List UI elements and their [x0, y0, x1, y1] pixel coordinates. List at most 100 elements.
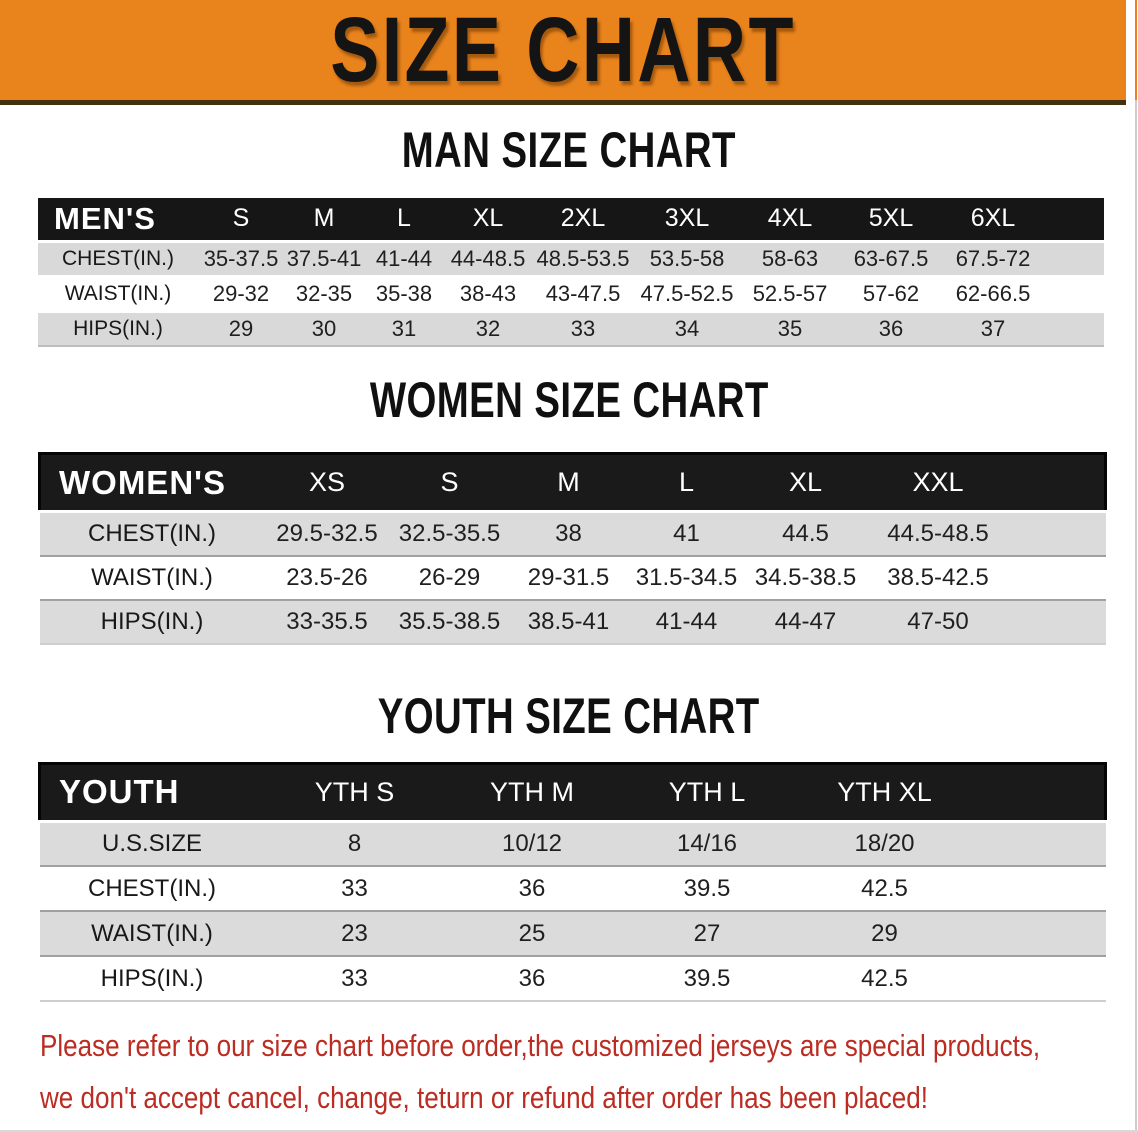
size-value: 37.5-41	[286, 245, 362, 271]
women-chest-row: CHEST(IN.) 29.5-32.5 32.5-35.5 38 41 44.…	[39, 511, 1106, 556]
women-section-heading: WOMEN SIZE CHART	[0, 373, 1138, 429]
size-value: 23	[341, 919, 368, 947]
men-header-row: MEN'S S M L XL 2XL 3XL 4XL 5XL 6XL	[38, 198, 1104, 241]
women-size-table: WOMEN'S XS S M L XL XXL CHEST(IN.) 29.5-…	[38, 452, 1107, 645]
size-value: 57-62	[862, 280, 920, 306]
disclaimer: Please refer to our size chart before or…	[40, 1026, 1138, 1119]
size-value: 63-67.5	[853, 245, 929, 271]
women-size-section: WOMEN SIZE CHART WOMEN'S XS S M L XL XXL	[0, 373, 1138, 645]
youth-ussize-row: U.S.SIZE 8 10/12 14/16 18/20	[39, 821, 1106, 866]
size-value: 25	[518, 919, 546, 947]
size-value: 34	[674, 315, 700, 341]
size-value: 10/12	[501, 829, 563, 857]
size-value: 35	[777, 315, 803, 341]
size-value: 48.5-53.5	[536, 245, 630, 271]
youth-corner-label: YOUTH	[59, 773, 180, 810]
spacer-cell	[1011, 600, 1106, 644]
size-value: 32.5-35.5	[398, 519, 501, 547]
size-value: 44-47	[774, 607, 837, 635]
size-col-header: YTH L	[668, 776, 746, 807]
row-label: WAIST(IN.)	[64, 281, 172, 305]
size-value: 41-44	[375, 245, 433, 271]
row-label: CHEST(IN.)	[62, 246, 174, 270]
photo-bottom-edge-line	[0, 1130, 1138, 1132]
size-value: 32-35	[295, 280, 353, 306]
size-value: 31.5-34.5	[635, 563, 738, 591]
size-value: 41	[673, 519, 700, 547]
size-col-header: M	[313, 204, 335, 233]
photo-right-edge-line	[1135, 0, 1137, 1132]
row-label: U.S.SIZE	[101, 829, 203, 857]
women-corner-label: WOMEN'S	[59, 463, 227, 501]
spacer-cell	[975, 956, 1106, 1001]
size-value: 43-47.5	[545, 280, 621, 306]
size-value: 37	[980, 315, 1006, 341]
size-value: 29	[228, 315, 254, 341]
size-value: 35-37.5	[203, 245, 279, 271]
size-value: 58-63	[761, 245, 819, 271]
size-value: 29	[871, 919, 898, 947]
spacer-cell	[1011, 454, 1106, 512]
size-value: 53.5-58	[649, 245, 725, 271]
size-value: 39.5	[683, 964, 731, 992]
spacer-cell	[975, 866, 1106, 911]
disclaimer-line-1: Please refer to our size chart before or…	[40, 1028, 1041, 1063]
man-size-section: MAN SIZE CHART MEN'S S M L XL 2XL 3XL 4X…	[0, 123, 1138, 347]
men-size-table: MEN'S S M L XL 2XL 3XL 4XL 5XL 6XL CHEST…	[38, 198, 1104, 347]
men-chest-row: CHEST(IN.) 35-37.5 37.5-41 41-44 44-48.5…	[38, 241, 1104, 276]
man-section-heading-text: MAN SIZE CHART	[401, 122, 737, 179]
size-value: 47-50	[907, 607, 969, 635]
size-value: 38-43	[459, 280, 517, 306]
size-col-header: 3XL	[664, 204, 710, 233]
size-col-header: XXL	[912, 467, 964, 497]
size-value: 29.5-32.5	[276, 519, 378, 547]
youth-size-table: YOUTH YTH S YTH M YTH L YTH XL U.S.SIZE …	[38, 762, 1107, 1003]
size-value: 39.5	[683, 874, 731, 902]
size-value: 14/16	[676, 829, 738, 857]
size-value: 47.5-52.5	[640, 280, 734, 306]
size-value: 42.5	[861, 964, 908, 992]
size-col-header: S	[232, 204, 250, 233]
size-value: 23.5-26	[286, 563, 368, 591]
size-value: 44.5	[782, 519, 829, 547]
size-value: 18/20	[854, 829, 915, 857]
size-value: 44-48.5	[450, 245, 526, 271]
disclaimer-line-2: we don't accept cancel, change, teturn o…	[40, 1080, 929, 1116]
size-value: 33	[570, 315, 596, 341]
size-value: 29-31.5	[527, 563, 610, 591]
size-value: 30	[311, 315, 337, 341]
size-value: 44.5-48.5	[887, 519, 989, 547]
size-value: 38	[555, 519, 582, 547]
size-col-header: 4XL	[767, 204, 813, 233]
size-value: 32	[475, 315, 501, 341]
youth-size-section: YOUTH SIZE CHART YOUTH YTH S YTH M YTH L…	[0, 688, 1138, 1003]
spacer-cell	[975, 763, 1106, 821]
spacer-cell	[1011, 556, 1106, 600]
banner-title: SIZE CHART	[330, 0, 796, 101]
size-col-header: L	[397, 204, 411, 233]
size-col-header: XL	[788, 467, 823, 497]
youth-header-row: YOUTH YTH S YTH M YTH L YTH XL	[39, 763, 1106, 821]
size-value: 33-35.5	[286, 607, 368, 635]
row-label: WAIST(IN.)	[91, 563, 213, 591]
women-waist-row: WAIST(IN.) 23.5-26 26-29 29-31.5 31.5-34…	[39, 555, 1106, 600]
size-value: 41-44	[655, 607, 718, 635]
spacer-cell	[1044, 198, 1104, 241]
size-col-header: L	[678, 467, 695, 497]
size-value: 38.5-42.5	[887, 563, 989, 591]
size-col-header: S	[440, 467, 459, 497]
size-col-header: 2XL	[560, 204, 606, 233]
size-col-header: XL	[472, 204, 504, 233]
row-label: CHEST(IN.)	[88, 519, 216, 547]
size-value: 27	[693, 919, 721, 947]
size-value: 31	[391, 315, 417, 341]
size-value: 62-66.5	[955, 280, 1031, 306]
youth-waist-row: WAIST(IN.) 23 25 27 29	[39, 911, 1106, 956]
size-value: 26-29	[418, 563, 481, 591]
size-value: 8	[347, 829, 362, 857]
size-value: 35-38	[375, 280, 433, 306]
spacer-cell	[1044, 311, 1104, 346]
youth-section-heading: YOUTH SIZE CHART	[0, 688, 1138, 744]
women-hips-row: HIPS(IN.) 33-35.5 35.5-38.5 38.5-41 41-4…	[39, 599, 1106, 644]
